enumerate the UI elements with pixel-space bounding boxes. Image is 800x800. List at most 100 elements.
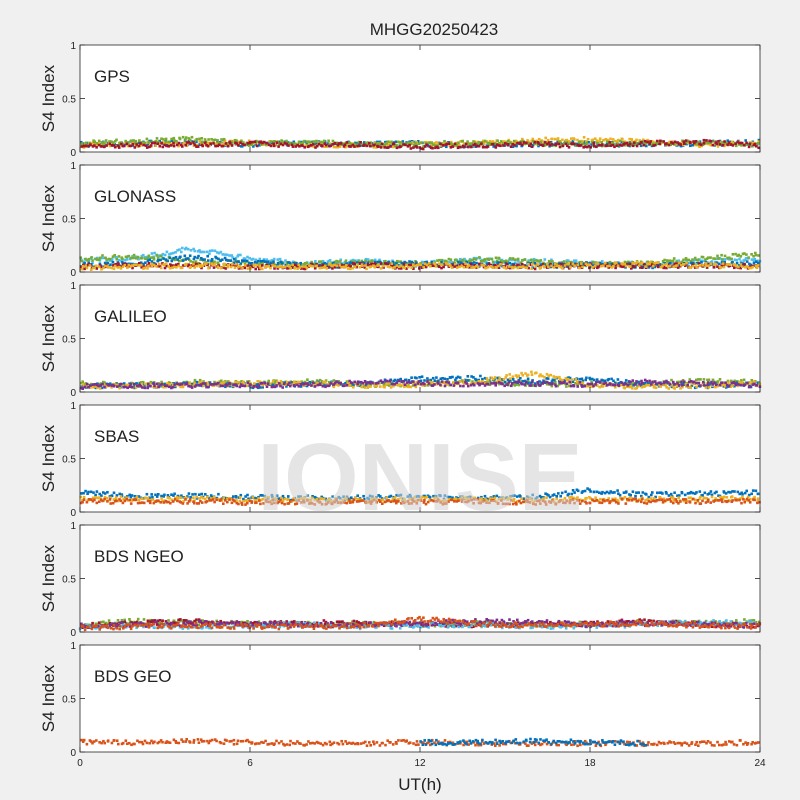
data-point bbox=[734, 383, 738, 387]
data-point bbox=[513, 143, 516, 147]
data-point bbox=[373, 384, 376, 388]
data-point bbox=[553, 378, 556, 382]
data-point bbox=[235, 262, 238, 266]
data-point bbox=[121, 384, 124, 388]
data-point bbox=[418, 376, 421, 379]
data-point bbox=[395, 143, 398, 147]
data-point bbox=[407, 379, 411, 382]
data-point bbox=[757, 381, 760, 384]
data-point bbox=[505, 262, 508, 266]
data-point bbox=[379, 267, 383, 270]
data-point bbox=[139, 382, 142, 385]
data-point bbox=[205, 250, 209, 254]
data-point bbox=[356, 494, 359, 497]
data-point bbox=[280, 497, 283, 500]
data-point bbox=[240, 380, 243, 383]
data-point bbox=[472, 376, 475, 379]
data-point bbox=[412, 380, 415, 383]
data-point bbox=[193, 385, 197, 388]
data-point bbox=[446, 261, 450, 264]
data-point bbox=[505, 374, 508, 377]
data-point bbox=[151, 495, 154, 499]
data-point bbox=[690, 261, 693, 265]
data-point bbox=[230, 254, 234, 257]
data-point bbox=[731, 144, 735, 147]
data-point bbox=[458, 376, 462, 379]
data-point bbox=[745, 143, 748, 146]
data-point bbox=[473, 381, 477, 385]
data-point bbox=[546, 142, 549, 146]
data-point bbox=[623, 140, 627, 143]
data-point bbox=[253, 385, 256, 388]
data-point bbox=[557, 492, 560, 495]
data-point bbox=[659, 139, 662, 143]
data-point bbox=[710, 260, 714, 263]
data-point bbox=[517, 383, 521, 387]
data-point bbox=[170, 493, 173, 496]
data-point bbox=[485, 377, 489, 380]
data-point bbox=[340, 265, 343, 269]
data-point bbox=[727, 384, 731, 388]
data-point bbox=[342, 495, 345, 498]
data-point bbox=[682, 140, 686, 144]
data-point bbox=[521, 265, 525, 268]
data-point bbox=[554, 383, 557, 386]
data-point bbox=[330, 500, 333, 503]
data-point bbox=[708, 492, 711, 495]
data-point bbox=[409, 140, 412, 143]
data-point bbox=[350, 261, 354, 265]
data-point bbox=[399, 141, 403, 144]
data-point bbox=[201, 496, 205, 500]
data-point bbox=[123, 144, 126, 148]
data-point bbox=[656, 142, 660, 146]
data-point bbox=[717, 262, 721, 266]
data-point bbox=[300, 140, 303, 144]
data-point bbox=[378, 382, 381, 385]
data-point bbox=[657, 265, 660, 269]
data-point bbox=[463, 257, 466, 261]
data-point bbox=[397, 384, 400, 387]
data-point bbox=[650, 383, 653, 386]
data-point bbox=[277, 145, 280, 148]
data-point bbox=[615, 140, 619, 143]
data-point bbox=[192, 247, 195, 251]
data-point bbox=[168, 496, 171, 500]
data-point bbox=[322, 380, 325, 384]
data-point bbox=[738, 380, 741, 384]
data-point bbox=[753, 258, 756, 261]
data-point bbox=[271, 380, 275, 383]
data-point bbox=[709, 490, 713, 493]
data-point bbox=[308, 380, 312, 384]
data-point bbox=[689, 141, 692, 145]
data-point bbox=[213, 138, 217, 142]
data-point bbox=[595, 378, 599, 381]
data-point bbox=[415, 261, 418, 264]
data-point bbox=[517, 263, 520, 267]
data-point bbox=[119, 495, 123, 498]
data-point bbox=[382, 262, 386, 265]
data-point bbox=[351, 143, 355, 147]
data-point bbox=[323, 264, 327, 268]
data-point bbox=[443, 494, 447, 497]
data-point bbox=[97, 496, 101, 499]
data-point bbox=[480, 141, 484, 144]
data-point bbox=[691, 264, 695, 268]
data-point bbox=[146, 267, 149, 270]
data-point bbox=[87, 144, 91, 148]
data-point bbox=[244, 495, 247, 498]
data-point bbox=[157, 493, 160, 496]
data-point bbox=[96, 256, 99, 260]
data-point bbox=[129, 495, 133, 499]
data-point bbox=[185, 141, 189, 144]
data-point bbox=[555, 375, 558, 379]
data-point bbox=[741, 265, 744, 268]
data-point bbox=[208, 252, 211, 256]
data-point bbox=[725, 383, 729, 387]
data-point bbox=[224, 258, 228, 262]
data-point bbox=[221, 253, 224, 256]
data-point bbox=[392, 263, 396, 267]
data-point bbox=[709, 383, 712, 386]
data-point bbox=[318, 263, 322, 267]
data-point bbox=[157, 385, 160, 389]
data-point bbox=[193, 262, 197, 266]
